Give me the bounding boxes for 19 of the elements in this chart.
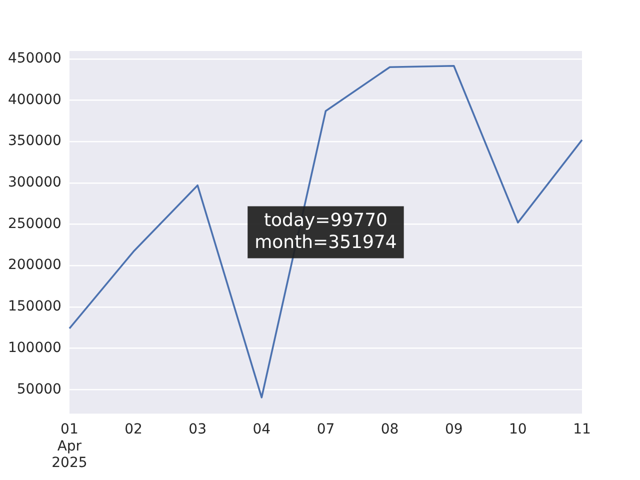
y-tick-label: 150000: [8, 298, 62, 315]
y-tick-label: 100000: [8, 340, 62, 356]
x-tick-label: 07: [316, 422, 335, 438]
annotation: today=99770 month=351974: [254, 210, 397, 253]
x-tick-label: 02: [124, 422, 142, 438]
y-tick-label: 200000: [8, 257, 62, 274]
x-tick-label: 01 Apr 2025: [52, 422, 88, 472]
x-tick-label: 08: [380, 422, 399, 438]
y-tick-label: 350000: [8, 133, 62, 150]
y-tick-label: 400000: [8, 92, 62, 108]
y-tick-label: 450000: [8, 50, 62, 66]
x-tick-label: 03: [188, 422, 206, 438]
y-tick-label: 250000: [8, 216, 62, 232]
y-tick-label: 300000: [8, 174, 62, 191]
y-tick-label: 50000: [16, 381, 62, 398]
x-tick-label: 09: [444, 422, 463, 438]
x-tick-label: 10: [509, 422, 527, 438]
x-tick-label: 11: [573, 422, 591, 438]
x-tick-label: 04: [252, 422, 271, 438]
